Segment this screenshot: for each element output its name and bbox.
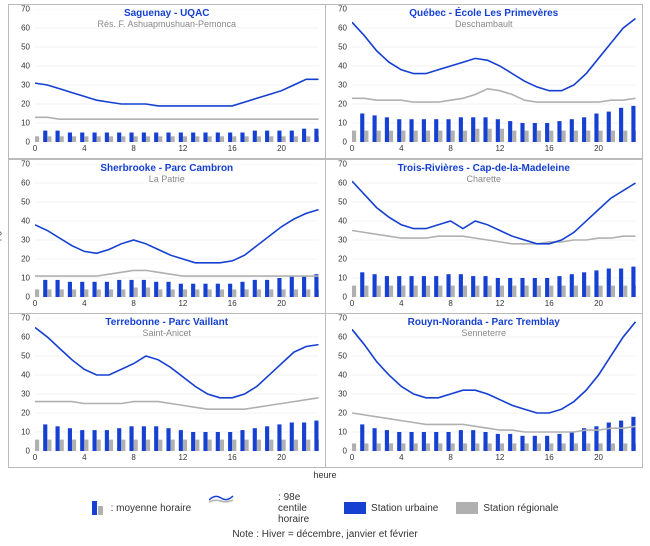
plot-area (352, 9, 636, 142)
panel: 010203040506070048121620 Terrebonne - Pa… (8, 313, 326, 468)
panel: µg/m³010203040506070048121620 Sherbrooke… (8, 159, 326, 314)
x-axis: 048121620 (352, 299, 636, 311)
panel: 010203040506070048121620 Saguenay - UQAC… (8, 4, 326, 159)
y-axis: 010203040506070 (326, 9, 350, 142)
x-axis: 048121620 (35, 144, 319, 156)
y-axis-label: µg/m³ (0, 218, 2, 241)
panel: 010203040506070048121620 Québec - École … (325, 4, 643, 159)
y-axis: 010203040506070 (9, 318, 33, 451)
x-axis: 048121620 (352, 144, 636, 156)
chart-grid: 010203040506070048121620 Saguenay - UQAC… (0, 0, 650, 468)
y-axis: 010203040506070 (9, 9, 33, 142)
x-axis: 048121620 (35, 453, 319, 465)
x-axis: 048121620 (352, 453, 636, 465)
panel: 010203040506070048121620 Trois-Rivières … (325, 159, 643, 314)
panel: 010203040506070048121620 Rouyn-Noranda -… (325, 313, 643, 468)
footnote: Note : Hiver = décembre, janvier et févr… (0, 529, 650, 546)
legend: : moyenne horaire : 98e centile horaire … (0, 484, 650, 529)
plot-area (35, 318, 319, 451)
legend-bars: : moyenne horaire (92, 501, 192, 515)
plot-area (352, 318, 636, 451)
x-axis-label: heure (0, 468, 650, 484)
y-axis: 010203040506070 (326, 164, 350, 297)
y-axis: 010203040506070 (326, 318, 350, 451)
y-axis: 010203040506070 (9, 164, 33, 297)
legend-lines: : 98e centile horaire (209, 492, 326, 525)
legend-urban: Station urbaine (344, 502, 438, 514)
plot-area (352, 164, 636, 297)
plot-area (35, 164, 319, 297)
plot-area (35, 9, 319, 142)
legend-regional: Station régionale (456, 502, 558, 514)
x-axis: 048121620 (35, 299, 319, 311)
